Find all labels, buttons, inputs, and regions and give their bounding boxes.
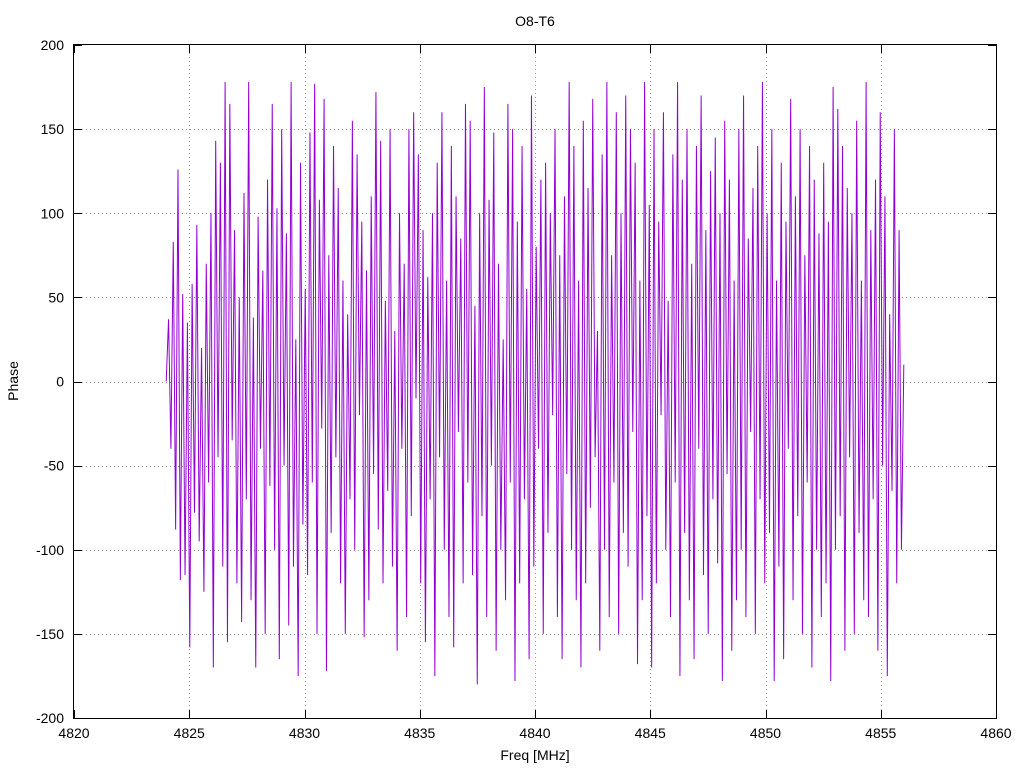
chart-title: O8-T6: [515, 13, 555, 29]
y-tick-label: -150: [36, 626, 64, 642]
x-tick-label: 4830: [289, 725, 320, 741]
x-tick-label: 4835: [404, 725, 435, 741]
x-tick-label: 4860: [980, 725, 1011, 741]
y-tick-label: -50: [44, 458, 64, 474]
phase-series-line: [165, 82, 905, 685]
y-tick-label: 0: [56, 374, 64, 390]
plot-frame: [73, 44, 997, 719]
y-tick-label: 150: [41, 121, 65, 137]
series-layer: [165, 82, 905, 685]
x-tick-label: 4825: [174, 725, 205, 741]
y-tick-label: 100: [41, 205, 65, 221]
x-tick-label: 4840: [519, 725, 550, 741]
y-tick-label: -100: [36, 542, 64, 558]
y-tick-label: -200: [36, 710, 64, 726]
x-tick-label: 4855: [865, 725, 896, 741]
x-tick-label: 4845: [635, 725, 666, 741]
x-tick-labels: 4820 4825 4830 4835 4840 4845 4850 4855 4860: [58, 725, 1011, 741]
y-tick-labels: -200 -150 -100 -50 0 50 100 150 200: [36, 37, 64, 726]
y-tick-label: 200: [41, 37, 65, 53]
x-tick-label: 4820: [58, 725, 89, 741]
x-tick-label: 4850: [750, 725, 781, 741]
y-tick-label: 50: [48, 289, 64, 305]
tick-marks: [74, 45, 997, 719]
x-axis-label: Freq [MHz]: [500, 747, 569, 763]
y-axis-label: Phase: [5, 361, 21, 401]
